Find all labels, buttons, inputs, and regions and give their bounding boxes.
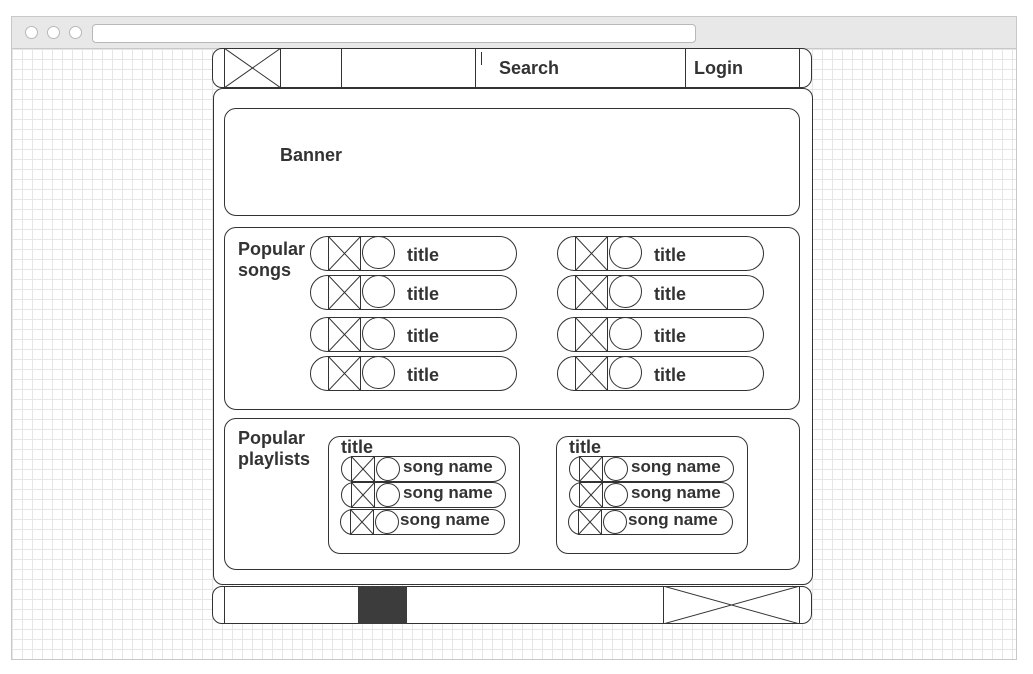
play-button-icon[interactable] (609, 275, 642, 308)
song-title: title (407, 284, 440, 304)
song-thumbnail-icon (350, 509, 374, 535)
song-thumbnail-icon (575, 317, 608, 352)
nav-divider (799, 48, 800, 88)
song-title: title (407, 365, 440, 385)
song-thumbnail-icon (579, 482, 603, 508)
address-bar[interactable] (92, 24, 696, 43)
playlist-title: title (341, 437, 374, 457)
popular-songs-heading: Popular (238, 239, 306, 259)
logo-placeholder-icon[interactable] (224, 48, 281, 88)
song-thumbnail-icon (575, 356, 608, 391)
banner[interactable] (224, 108, 800, 216)
progress-thumb[interactable] (358, 586, 407, 624)
top-nav-bar (212, 48, 812, 88)
song-title: title (407, 326, 440, 346)
player-divider (224, 586, 225, 624)
song-name: song name (400, 510, 490, 529)
song-thumbnail-icon (579, 456, 603, 482)
popular-songs-heading: songs (238, 260, 292, 280)
song-name: song name (631, 483, 721, 502)
play-button-icon[interactable] (362, 236, 395, 269)
song-title: title (654, 245, 687, 265)
cover-placeholder-icon (663, 586, 800, 624)
browser-chrome (12, 17, 1016, 49)
song-thumbnail-icon (328, 275, 361, 310)
song-name: song name (631, 457, 721, 476)
search-label: Search (499, 58, 560, 78)
nav-divider (341, 48, 342, 88)
song-thumbnail-icon (328, 236, 361, 271)
song-name: song name (628, 510, 718, 529)
play-button-icon[interactable] (609, 236, 642, 269)
nav-divider (475, 48, 476, 88)
popular-playlists-heading: playlists (238, 449, 311, 469)
play-button-icon[interactable] (362, 356, 395, 389)
song-title: title (407, 245, 440, 265)
nav-divider (685, 48, 686, 88)
play-button-icon[interactable] (604, 483, 628, 507)
song-thumbnail-icon (351, 456, 375, 482)
song-thumbnail-icon (351, 482, 375, 508)
play-button-icon[interactable] (362, 317, 395, 350)
playlist-title: title (569, 437, 602, 457)
song-name: song name (403, 457, 493, 476)
search-cursor (481, 52, 482, 65)
play-button-icon[interactable] (362, 275, 395, 308)
song-thumbnail-icon (328, 317, 361, 352)
song-thumbnail-icon (575, 236, 608, 271)
login-label: Login (694, 58, 743, 78)
song-thumbnail-icon (578, 509, 602, 535)
song-thumbnail-icon (575, 275, 608, 310)
song-title: title (654, 365, 687, 385)
play-button-icon[interactable] (604, 457, 628, 481)
nav-divider (224, 48, 225, 88)
play-button-icon[interactable] (603, 510, 627, 534)
song-thumbnail-icon (328, 356, 361, 391)
window-minimize-dot[interactable] (47, 26, 60, 39)
play-button-icon[interactable] (376, 457, 400, 481)
play-button-icon[interactable] (375, 510, 399, 534)
popular-playlists-heading: Popular (238, 428, 306, 448)
window-close-dot[interactable] (25, 26, 38, 39)
play-button-icon[interactable] (609, 356, 642, 389)
banner-label: Banner (280, 145, 343, 165)
song-name: song name (403, 483, 493, 502)
song-title: title (654, 284, 687, 304)
window-zoom-dot[interactable] (69, 26, 82, 39)
song-title: title (654, 326, 687, 346)
play-button-icon[interactable] (376, 483, 400, 507)
play-button-icon[interactable] (609, 317, 642, 350)
